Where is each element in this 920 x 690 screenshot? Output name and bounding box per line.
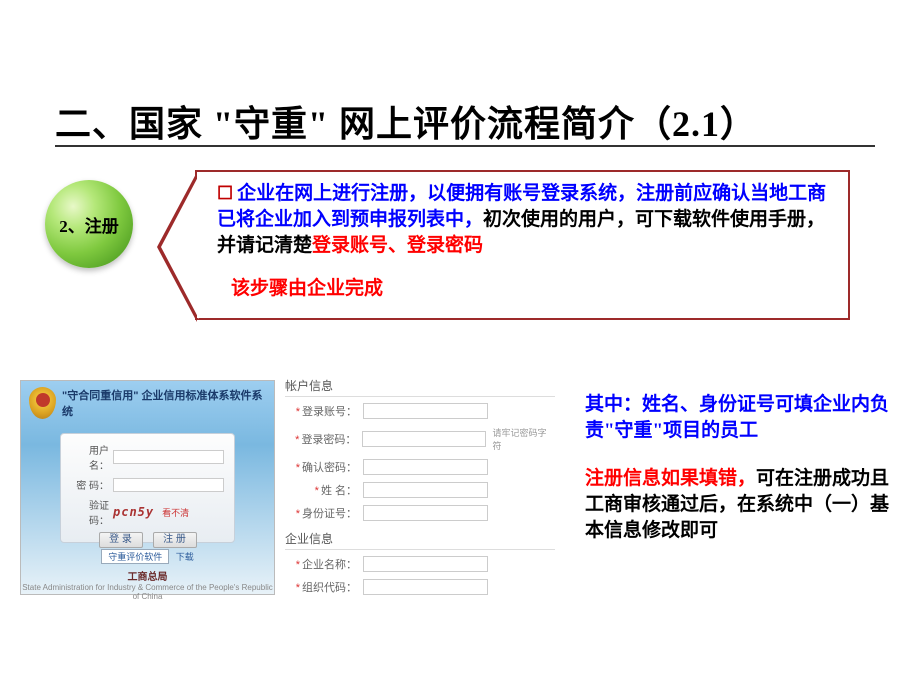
label-login-account: *登录账号： bbox=[285, 403, 357, 419]
label-company: *企业名称： bbox=[285, 556, 357, 572]
label-name: *姓 名： bbox=[285, 482, 357, 498]
row-id: *身份证号： bbox=[285, 505, 555, 521]
input-name[interactable] bbox=[363, 482, 488, 498]
input-login-account[interactable] bbox=[363, 403, 488, 419]
label-orgcode: *组织代码： bbox=[285, 579, 357, 595]
row-name: *姓 名： bbox=[285, 482, 555, 498]
registration-form: 帐户信息 *登录账号： *登录密码： 请牢记密码字符 *确认密码： *姓 名： … bbox=[285, 375, 555, 602]
login-footer: 守重评价软件 下载 bbox=[21, 549, 274, 564]
row-orgcode: *组织代码： bbox=[285, 579, 555, 595]
login-panel: "守合同重信用" 企业信用标准体系软件系统 用户名： 密 码： 验证码： pcn… bbox=[20, 380, 275, 595]
login-header: "守合同重信用" 企业信用标准体系软件系统 bbox=[21, 381, 274, 425]
login-row-captcha: 验证码： pcn5y 看不清 bbox=[71, 497, 224, 527]
note-fields: 其中：姓名、身份证号可填企业内负责"守重"项目的员工 bbox=[585, 392, 890, 444]
title-underline bbox=[55, 145, 875, 147]
callout-red: 登录账号、登录密码 bbox=[312, 235, 483, 256]
login-row-pass: 密 码： bbox=[71, 477, 224, 492]
label-login-pass: *登录密码： bbox=[285, 431, 356, 447]
input-company[interactable] bbox=[363, 556, 488, 572]
step-label: 2、注册 bbox=[45, 212, 133, 237]
row-company: *企业名称： bbox=[285, 556, 555, 572]
label-password: 密 码： bbox=[71, 477, 109, 492]
input-orgcode[interactable] bbox=[363, 579, 488, 595]
login-org: 工商总局 bbox=[21, 568, 274, 583]
section-account: 帐户信息 bbox=[285, 375, 555, 397]
input-login-pass[interactable] bbox=[362, 431, 486, 447]
input-username[interactable] bbox=[113, 450, 224, 464]
row-login-account: *登录账号： bbox=[285, 403, 555, 419]
step-bubble: 2、注册 bbox=[45, 180, 133, 268]
input-password[interactable] bbox=[113, 478, 224, 492]
callout-note: 该步骤由企业完成 bbox=[217, 273, 834, 300]
download-link[interactable]: 下载 bbox=[176, 552, 194, 562]
register-button[interactable]: 注 册 bbox=[153, 532, 197, 548]
right-notes: 其中：姓名、身份证号可填企业内负责"守重"项目的员工 注册信息如果填错，可在注册… bbox=[585, 392, 890, 544]
label-username: 用户名： bbox=[71, 442, 109, 472]
hint-password: 请牢记密码字符 bbox=[492, 426, 555, 452]
callout-box: ☐企业在网上进行注册，以便拥有账号登录系统，注册前应确认当地工商已将企业加入到预… bbox=[195, 170, 850, 320]
label-captcha: 验证码： bbox=[71, 497, 109, 527]
checkbox-icon: ☐ bbox=[217, 183, 233, 203]
label-id: *身份证号： bbox=[285, 505, 357, 521]
section-company: 企业信息 bbox=[285, 528, 555, 550]
input-id[interactable] bbox=[363, 505, 488, 521]
note-correction: 注册信息如果填错，可在注册成功且工商审核通过后，在系统中（一）基本信息修改即可 bbox=[585, 466, 890, 544]
login-row-user: 用户名： bbox=[71, 442, 224, 472]
login-box: 用户名： 密 码： 验证码： pcn5y 看不清 登 录 注 册 bbox=[60, 433, 235, 543]
login-button[interactable]: 登 录 bbox=[99, 532, 143, 548]
callout-text: ☐企业在网上进行注册，以便拥有账号登录系统，注册前应确认当地工商已将企业加入到预… bbox=[217, 180, 834, 259]
row-login-pass: *登录密码： 请牢记密码字符 bbox=[285, 426, 555, 452]
label-confirm: *确认密码： bbox=[285, 459, 357, 475]
login-buttons: 登 录 注 册 bbox=[71, 532, 224, 548]
input-confirm[interactable] bbox=[363, 459, 488, 475]
page-title: 二、国家 "守重" 网上评价流程简介（2.1） bbox=[55, 95, 757, 147]
login-copyright: State Administration for Industry & Comm… bbox=[21, 583, 274, 601]
captcha-refresh[interactable]: 看不清 bbox=[162, 506, 189, 519]
note-correction-lead: 注册信息如果填错， bbox=[585, 468, 756, 489]
download-label: 守重评价软件 bbox=[101, 549, 169, 564]
row-confirm: *确认密码： bbox=[285, 459, 555, 475]
login-system-name: "守合同重信用" 企业信用标准体系软件系统 bbox=[62, 387, 266, 419]
captcha-image: pcn5y bbox=[113, 505, 154, 519]
emblem-icon bbox=[29, 387, 56, 419]
